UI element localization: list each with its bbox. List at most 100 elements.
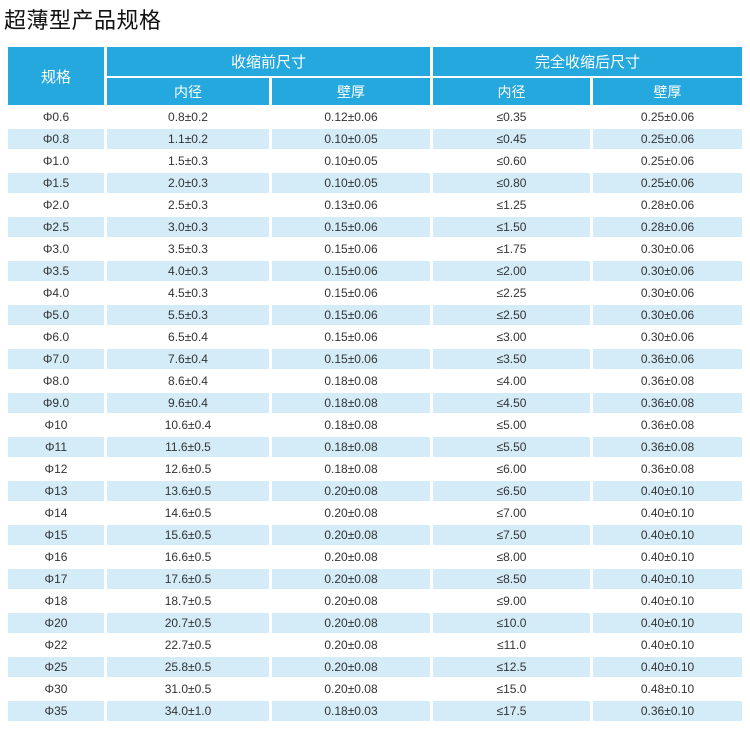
wall-thickness-before-cell: 0.18±0.08 [272, 437, 431, 457]
inner-diameter-before-cell: 0.8±0.2 [107, 107, 269, 127]
wall-thickness-after-cell: 0.30±0.06 [593, 283, 743, 303]
spec-cell: Φ4.0 [8, 283, 104, 303]
spec-cell: Φ3.0 [8, 239, 104, 259]
table-row: Φ7.0 7.6±0.4 0.15±0.06 ≤3.50 0.36±0.06 [8, 349, 743, 369]
wall-thickness-after-cell: 0.40±0.10 [593, 481, 743, 501]
spec-table-body: Φ0.6 0.8±0.2 0.12±0.06 ≤0.35 0.25±0.06 Φ0.8 1.… [8, 107, 743, 721]
spec-cell: Φ2.0 [8, 195, 104, 215]
inner-diameter-after-cell: ≤2.50 [433, 305, 591, 325]
spec-cell: Φ14 [8, 503, 104, 523]
inner-diameter-after-cell: ≤1.75 [433, 239, 591, 259]
wall-thickness-before-cell: 0.18±0.08 [272, 459, 431, 479]
inner-diameter-after-cell: ≤8.50 [433, 569, 591, 589]
table-row: Φ13 13.6±0.5 0.20±0.08 ≤6.50 0.40±0.10 [8, 481, 743, 501]
wall-thickness-after-cell: 0.40±0.10 [593, 657, 743, 677]
wall-thickness-before-cell: 0.10±0.05 [272, 173, 431, 193]
wall-thickness-after-cell: 0.40±0.10 [593, 635, 743, 655]
inner-diameter-after-cell: ≤0.80 [433, 173, 591, 193]
inner-diameter-before-cell: 1.1±0.2 [107, 129, 269, 149]
wall-thickness-after-cell: 0.30±0.06 [593, 239, 743, 259]
inner-diameter-after-cell: ≤15.0 [433, 679, 591, 699]
inner-diameter-after-cell: ≤3.00 [433, 327, 591, 347]
header-spec: 规格 [8, 47, 104, 105]
inner-diameter-after-cell: ≤4.50 [433, 393, 591, 413]
inner-diameter-after-cell: ≤7.50 [433, 525, 591, 545]
inner-diameter-after-cell: ≤9.00 [433, 591, 591, 611]
inner-diameter-after-cell: ≤7.00 [433, 503, 591, 523]
wall-thickness-before-cell: 0.15±0.06 [272, 217, 431, 237]
inner-diameter-after-cell: ≤2.00 [433, 261, 591, 281]
inner-diameter-before-cell: 15.6±0.5 [107, 525, 269, 545]
spec-cell: Φ1.0 [8, 151, 104, 171]
spec-table-header: 规格 收缩前尺寸 完全收缩后尺寸 内径 壁厚 内径 壁厚 [8, 47, 743, 105]
wall-thickness-before-cell: 0.18±0.03 [272, 701, 431, 721]
inner-diameter-after-cell: ≤12.5 [433, 657, 591, 677]
inner-diameter-before-cell: 2.5±0.3 [107, 195, 269, 215]
spec-cell: Φ17 [8, 569, 104, 589]
inner-diameter-after-cell: ≤4.00 [433, 371, 591, 391]
table-row: Φ30 31.0±0.5 0.20±0.08 ≤15.0 0.48±0.10 [8, 679, 743, 699]
wall-thickness-before-cell: 0.18±0.08 [272, 371, 431, 391]
spec-cell: Φ16 [8, 547, 104, 567]
inner-diameter-after-cell: ≤17.5 [433, 701, 591, 721]
spec-cell: Φ9.0 [8, 393, 104, 413]
header-inner-diameter-before: 内径 [107, 78, 269, 105]
spec-cell: Φ12 [8, 459, 104, 479]
inner-diameter-before-cell: 9.6±0.4 [107, 393, 269, 413]
wall-thickness-after-cell: 0.25±0.06 [593, 107, 743, 127]
table-row: Φ9.0 9.6±0.4 0.18±0.08 ≤4.50 0.36±0.08 [8, 393, 743, 413]
wall-thickness-after-cell: 0.40±0.10 [593, 525, 743, 545]
table-row: Φ2.0 2.5±0.3 0.13±0.06 ≤1.25 0.28±0.06 [8, 195, 743, 215]
wall-thickness-after-cell: 0.40±0.10 [593, 547, 743, 567]
spec-cell: Φ7.0 [8, 349, 104, 369]
inner-diameter-after-cell: ≤0.35 [433, 107, 591, 127]
inner-diameter-before-cell: 11.6±0.5 [107, 437, 269, 457]
inner-diameter-before-cell: 16.6±0.5 [107, 547, 269, 567]
wall-thickness-before-cell: 0.20±0.08 [272, 657, 431, 677]
spec-cell: Φ3.5 [8, 261, 104, 281]
inner-diameter-before-cell: 18.7±0.5 [107, 591, 269, 611]
table-row: Φ0.6 0.8±0.2 0.12±0.06 ≤0.35 0.25±0.06 [8, 107, 743, 127]
wall-thickness-before-cell: 0.20±0.08 [272, 569, 431, 589]
spec-cell: Φ20 [8, 613, 104, 633]
wall-thickness-after-cell: 0.36±0.08 [593, 459, 743, 479]
header-inner-diameter-after: 内径 [433, 78, 591, 105]
inner-diameter-before-cell: 13.6±0.5 [107, 481, 269, 501]
table-row: Φ3.0 3.5±0.3 0.15±0.06 ≤1.75 0.30±0.06 [8, 239, 743, 259]
wall-thickness-after-cell: 0.40±0.10 [593, 503, 743, 523]
inner-diameter-before-cell: 3.5±0.3 [107, 239, 269, 259]
spec-cell: Φ0.6 [8, 107, 104, 127]
table-row: Φ17 17.6±0.5 0.20±0.08 ≤8.50 0.40±0.10 [8, 569, 743, 589]
spec-cell: Φ0.8 [8, 129, 104, 149]
header-sub-row: 内径 壁厚 内径 壁厚 [8, 78, 743, 105]
wall-thickness-before-cell: 0.15±0.06 [272, 349, 431, 369]
inner-diameter-before-cell: 31.0±0.5 [107, 679, 269, 699]
header-wall-thickness-before: 壁厚 [272, 78, 431, 105]
wall-thickness-after-cell: 0.36±0.08 [593, 437, 743, 457]
table-row: Φ10 10.6±0.4 0.18±0.08 ≤5.00 0.36±0.08 [8, 415, 743, 435]
wall-thickness-after-cell: 0.30±0.06 [593, 327, 743, 347]
table-row: Φ2.5 3.0±0.3 0.15±0.06 ≤1.50 0.28±0.06 [8, 217, 743, 237]
table-row: Φ1.0 1.5±0.3 0.10±0.05 ≤0.60 0.25±0.06 [8, 151, 743, 171]
wall-thickness-before-cell: 0.20±0.08 [272, 481, 431, 501]
wall-thickness-before-cell: 0.10±0.05 [272, 129, 431, 149]
wall-thickness-after-cell: 0.36±0.08 [593, 371, 743, 391]
spec-cell: Φ8.0 [8, 371, 104, 391]
table-row: Φ14 14.6±0.5 0.20±0.08 ≤7.00 0.40±0.10 [8, 503, 743, 523]
inner-diameter-before-cell: 10.6±0.4 [107, 415, 269, 435]
inner-diameter-after-cell: ≤11.0 [433, 635, 591, 655]
inner-diameter-before-cell: 12.6±0.5 [107, 459, 269, 479]
wall-thickness-after-cell: 0.28±0.06 [593, 195, 743, 215]
inner-diameter-before-cell: 25.8±0.5 [107, 657, 269, 677]
spec-cell: Φ2.5 [8, 217, 104, 237]
inner-diameter-before-cell: 6.5±0.4 [107, 327, 269, 347]
inner-diameter-before-cell: 14.6±0.5 [107, 503, 269, 523]
header-group-before-shrink: 收缩前尺寸 [107, 47, 431, 76]
table-row: Φ4.0 4.5±0.3 0.15±0.06 ≤2.25 0.30±0.06 [8, 283, 743, 303]
wall-thickness-before-cell: 0.12±0.06 [272, 107, 431, 127]
header-group-row: 规格 收缩前尺寸 完全收缩后尺寸 [8, 47, 743, 105]
wall-thickness-after-cell: 0.36±0.08 [593, 415, 743, 435]
wall-thickness-before-cell: 0.20±0.08 [272, 591, 431, 611]
wall-thickness-after-cell: 0.40±0.10 [593, 569, 743, 589]
